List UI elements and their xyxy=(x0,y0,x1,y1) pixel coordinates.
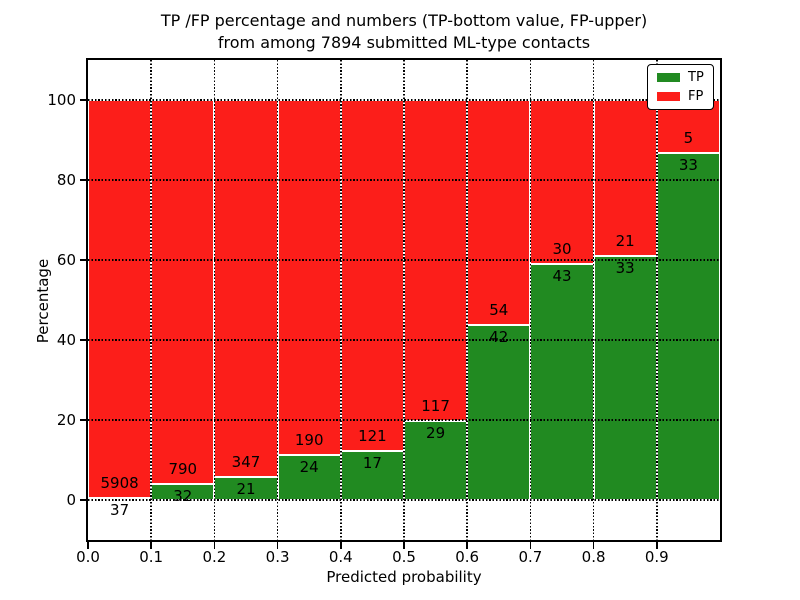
y-tick-label: 60 xyxy=(56,251,76,269)
tp-count-label: 17 xyxy=(362,453,382,472)
plot-frame: TP FP 5908 37 790 32 347 21 190 24 121 17 117 29 54 4… xyxy=(86,58,722,542)
tp-bar-segment xyxy=(656,152,720,500)
fp-bar-segment xyxy=(88,100,152,498)
fp-count-label: 54 xyxy=(489,301,509,319)
legend-item-fp: FP xyxy=(657,90,704,103)
x-tick-label: 0.1 xyxy=(139,548,164,566)
fp-bar-segment xyxy=(214,100,278,478)
x-tick xyxy=(592,542,595,549)
y-tick xyxy=(80,179,87,181)
x-tick xyxy=(403,542,405,549)
y-tick xyxy=(80,499,87,501)
x-axis-label: Predicted probability xyxy=(326,568,482,586)
x-tick-label: 0.0 xyxy=(76,548,100,566)
tp-count-label: 33 xyxy=(615,258,635,277)
x-tick xyxy=(466,542,468,549)
x-tick xyxy=(87,542,89,549)
tp-legend-swatch xyxy=(657,73,680,82)
x-tick xyxy=(656,542,658,549)
y-tick-label: 80 xyxy=(56,171,76,189)
x-tick xyxy=(213,542,216,549)
x-tick-label: 0.8 xyxy=(581,548,606,566)
fp-count-label: 190 xyxy=(294,431,324,450)
x-tick-label: 0.2 xyxy=(202,548,227,566)
v-gridline xyxy=(150,60,152,540)
v-gridline xyxy=(466,60,468,540)
v-gridline xyxy=(276,60,279,540)
legend-item-tp: TP xyxy=(657,71,704,84)
v-gridline xyxy=(656,60,658,540)
fp-bar-segment xyxy=(151,100,215,485)
x-tick-label: 0.5 xyxy=(392,548,416,566)
v-gridline xyxy=(403,60,405,540)
tp-count-label: 29 xyxy=(426,423,446,442)
chart-title-line1: TP /FP percentage and numbers (TP-bottom… xyxy=(160,11,648,30)
y-tick-label: 20 xyxy=(56,411,76,429)
tp-count-label: 24 xyxy=(299,458,319,477)
fp-count-label: 347 xyxy=(231,453,261,472)
tp-count-label: 42 xyxy=(489,328,509,346)
fp-count-label: 30 xyxy=(552,240,572,259)
x-tick xyxy=(529,542,532,549)
chart-title-line2: from among 7894 submitted ML-type contac… xyxy=(217,33,591,52)
x-tick-label: 0.7 xyxy=(518,548,543,566)
fp-bar-segment xyxy=(340,100,404,451)
fp-bar-segment xyxy=(467,100,531,325)
fp-legend-swatch xyxy=(657,92,680,101)
y-tick-label: 0 xyxy=(66,491,76,509)
y-axis-label: Percentage xyxy=(34,258,52,344)
x-tick-label: 0.6 xyxy=(455,548,480,566)
tp-count-label: 37 xyxy=(110,500,130,519)
legend: TP FP xyxy=(647,64,714,110)
tp-count-label: 21 xyxy=(236,480,256,499)
y-tick xyxy=(80,259,87,261)
tp-bar-segment xyxy=(277,455,341,500)
x-tick-label: 0.4 xyxy=(328,548,353,566)
tp-count-label: 43 xyxy=(552,267,572,286)
fp-count-label: 121 xyxy=(358,426,387,445)
x-tick xyxy=(150,542,152,549)
tp-count-label: 33 xyxy=(678,155,698,174)
v-gridline xyxy=(592,60,595,540)
y-tick xyxy=(80,419,87,421)
fp-count-label: 790 xyxy=(168,460,198,479)
fp-count-label: 5908 xyxy=(100,473,139,492)
y-tick-label: 100 xyxy=(47,91,76,109)
fp-count-label: 5 xyxy=(683,128,694,147)
x-tick xyxy=(276,542,279,549)
tp-count-label: 32 xyxy=(173,487,193,506)
v-gridline xyxy=(340,60,342,540)
fp-count-label: 117 xyxy=(421,396,450,415)
chart-title: TP /FP percentage and numbers (TP-bottom… xyxy=(88,10,720,54)
y-tick xyxy=(80,99,87,101)
x-tick xyxy=(340,542,342,549)
fp-legend-label: FP xyxy=(688,89,704,104)
tp-legend-label: TP xyxy=(688,70,704,85)
x-tick-label: 0.9 xyxy=(644,548,669,566)
fp-bar-segment xyxy=(277,100,341,456)
y-tick-label: 40 xyxy=(56,331,76,349)
tp-bar-segment xyxy=(467,325,531,500)
y-tick xyxy=(80,339,87,341)
tp-bar-segment xyxy=(530,264,594,500)
x-tick-label: 0.3 xyxy=(265,548,290,566)
fp-count-label: 21 xyxy=(615,231,635,250)
plot-area: TP FP 5908 37 790 32 347 21 190 24 121 17 117 29 54 4… xyxy=(88,60,720,540)
v-gridline xyxy=(529,60,532,540)
tp-bar-segment xyxy=(593,255,657,500)
v-gridline xyxy=(213,60,216,540)
